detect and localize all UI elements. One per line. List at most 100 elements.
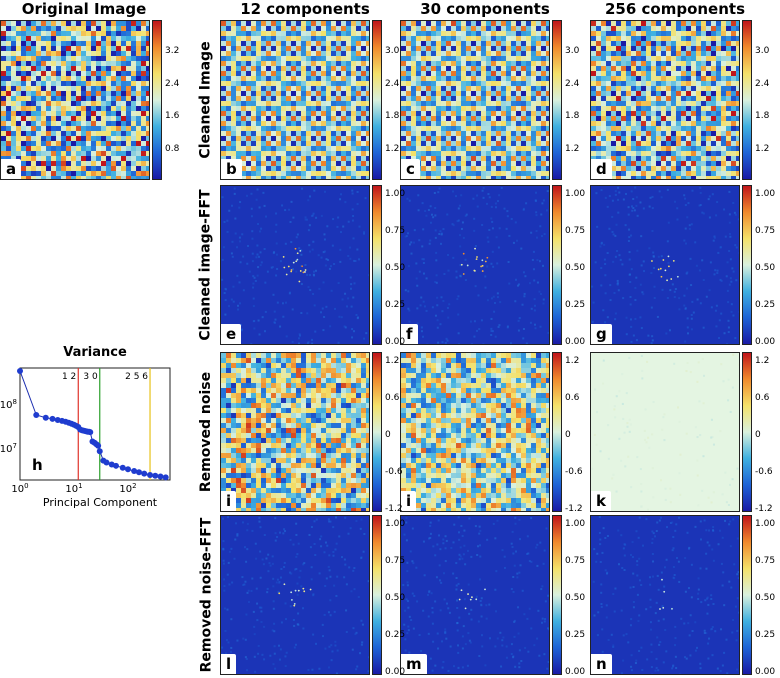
colorbar-tick-i-1: 0.6 xyxy=(385,393,400,403)
panel-m-removed-noise-fft-30: m xyxy=(400,515,550,675)
colorbar-d xyxy=(742,20,752,180)
colorbar-tick-k-3: -0.6 xyxy=(755,467,773,477)
variance-axes xyxy=(19,367,171,481)
colorbar-tick-i-2: 0 xyxy=(385,430,391,440)
colorbar-i xyxy=(372,352,382,512)
variance-xtick-0: 100 xyxy=(11,482,28,495)
colorbar-tick-l-1: 0.75 xyxy=(385,556,406,566)
panel-letter-k: k xyxy=(591,491,611,511)
panel-letter-e: e xyxy=(221,324,242,344)
colorbar-tick-c-0: 3.0 xyxy=(565,46,580,57)
colorbar-tick-e-4: 0.00 xyxy=(385,337,406,347)
colorbar-tick-f-1: 0.75 xyxy=(565,226,586,236)
colorbar-tick-m-2: 0.50 xyxy=(565,593,586,603)
colorbar-tick-a-0: 3.2 xyxy=(165,46,180,57)
panel-letter-a: a xyxy=(1,159,22,179)
colorbar-j xyxy=(552,352,562,512)
panel-k-image xyxy=(591,353,739,511)
panel-l-image xyxy=(221,516,369,674)
panel-f-image xyxy=(401,186,549,344)
panel-j-image xyxy=(401,353,549,511)
variance-marker-label-0: 1 2 xyxy=(62,372,76,382)
row-title-removed-fft: Removed noise-FFT xyxy=(198,517,215,673)
panel-b-cleaned-12: b xyxy=(220,20,370,180)
panel-g-cleaned-fft-256: g xyxy=(590,185,740,345)
row-title-cleaned-fft: Cleaned image-FFT xyxy=(198,189,214,341)
colorbar-tick-i-3: -0.6 xyxy=(385,467,403,477)
colorbar-tick-g-3: 0.25 xyxy=(755,300,776,310)
column-title-original: Original Image xyxy=(21,0,147,18)
colorbar-tick-l-3: 0.25 xyxy=(385,630,406,640)
colorbar-tick-l-2: 0.50 xyxy=(385,593,406,603)
variance-point xyxy=(42,414,49,421)
colorbar-tick-j-1: 0.6 xyxy=(565,393,580,403)
colorbar-tick-k-0: 1.2 xyxy=(755,356,770,366)
colorbar-tick-c-2: 1.8 xyxy=(565,111,580,122)
variance-ytick-1e7: 107 xyxy=(0,442,17,455)
variance-point xyxy=(152,472,159,479)
panel-l-removed-noise-fft-12: l xyxy=(220,515,370,675)
panel-i-removed-noise-30: i xyxy=(400,352,550,512)
variance-xtick-1: 101 xyxy=(65,482,82,495)
panel-letter-m: m xyxy=(401,654,427,674)
colorbar-tick-e-3: 0.25 xyxy=(385,300,406,310)
panel-d-cleaned-256: d xyxy=(590,20,740,180)
panel-n-image xyxy=(591,516,739,674)
panel-letter-b: b xyxy=(221,159,242,179)
column-title-256: 256 components xyxy=(604,0,746,18)
colorbar-tick-g-1: 0.75 xyxy=(755,226,776,236)
colorbar-m xyxy=(552,515,562,675)
colorbar-tick-b-1: 2.4 xyxy=(385,78,400,89)
colorbar-a xyxy=(152,20,162,180)
panel-c-image xyxy=(401,21,549,179)
colorbar-l xyxy=(372,515,382,675)
variance-point xyxy=(136,469,143,476)
variance-point xyxy=(157,473,164,480)
panel-m-image xyxy=(401,516,549,674)
panel-g-image xyxy=(591,186,739,344)
colorbar-tick-d-1: 2.4 xyxy=(755,78,770,89)
colorbar-tick-m-0: 1.00 xyxy=(565,519,586,529)
variance-point xyxy=(49,415,56,422)
colorbar-g xyxy=(742,185,752,345)
colorbar-tick-g-0: 1.00 xyxy=(755,189,776,199)
colorbar-tick-j-4: -1.2 xyxy=(565,504,583,514)
colorbar-tick-m-4: 0.00 xyxy=(565,667,586,677)
colorbar-tick-n-1: 0.75 xyxy=(755,556,776,566)
colorbar-tick-n-4: 0.00 xyxy=(755,667,776,677)
colorbar-tick-l-0: 1.00 xyxy=(385,519,406,529)
colorbar-tick-f-0: 1.00 xyxy=(565,189,586,199)
variance-point xyxy=(131,468,138,475)
colorbar-f xyxy=(552,185,562,345)
variance-point xyxy=(162,474,169,481)
panel-letter-h: h xyxy=(32,456,43,474)
colorbar-tick-g-2: 0.50 xyxy=(755,263,776,273)
colorbar-tick-i-0: 1.2 xyxy=(385,356,400,366)
panel-a-image xyxy=(1,21,149,179)
colorbar-tick-b-0: 3.0 xyxy=(385,46,400,57)
colorbar-tick-e-1: 0.75 xyxy=(385,226,406,236)
panel-e-cleaned-fft-12: e xyxy=(220,185,370,345)
colorbar-tick-m-1: 0.75 xyxy=(565,556,586,566)
variance-marker-label-2: 2 5 6 xyxy=(125,372,148,382)
variance-point xyxy=(95,442,102,449)
colorbar-tick-n-2: 0.50 xyxy=(755,593,776,603)
colorbar-tick-d-2: 1.8 xyxy=(755,111,770,122)
colorbar-tick-b-2: 1.8 xyxy=(385,111,400,122)
variance-chart: Variance 1 2 3 0 2 5 6 108 107 100 101 102 Princi… xyxy=(0,340,190,520)
colorbar-tick-k-2: 0 xyxy=(755,430,761,440)
colorbar-tick-j-0: 1.2 xyxy=(565,356,580,366)
panel-i-removed-noise-12: i xyxy=(220,352,370,512)
panel-letter-n: n xyxy=(591,654,612,674)
panel-c-cleaned-30: c xyxy=(400,20,550,180)
colorbar-tick-c-1: 2.4 xyxy=(565,78,580,89)
variance-plot-svg: Variance 1 2 3 0 2 5 6 108 107 100 101 102Princi… xyxy=(0,345,171,509)
colorbar-tick-j-2: 0 xyxy=(565,430,571,440)
panel-letter-f: f xyxy=(401,324,418,344)
colorbar-tick-g-4: 0.00 xyxy=(755,337,776,347)
panel-letter-j: i xyxy=(401,491,417,511)
row-title-cleaned: Cleaned Image xyxy=(198,41,215,159)
variance-point xyxy=(17,367,23,374)
variance-xlabel: Principal Component xyxy=(43,496,158,509)
colorbar-tick-f-2: 0.50 xyxy=(565,263,586,273)
